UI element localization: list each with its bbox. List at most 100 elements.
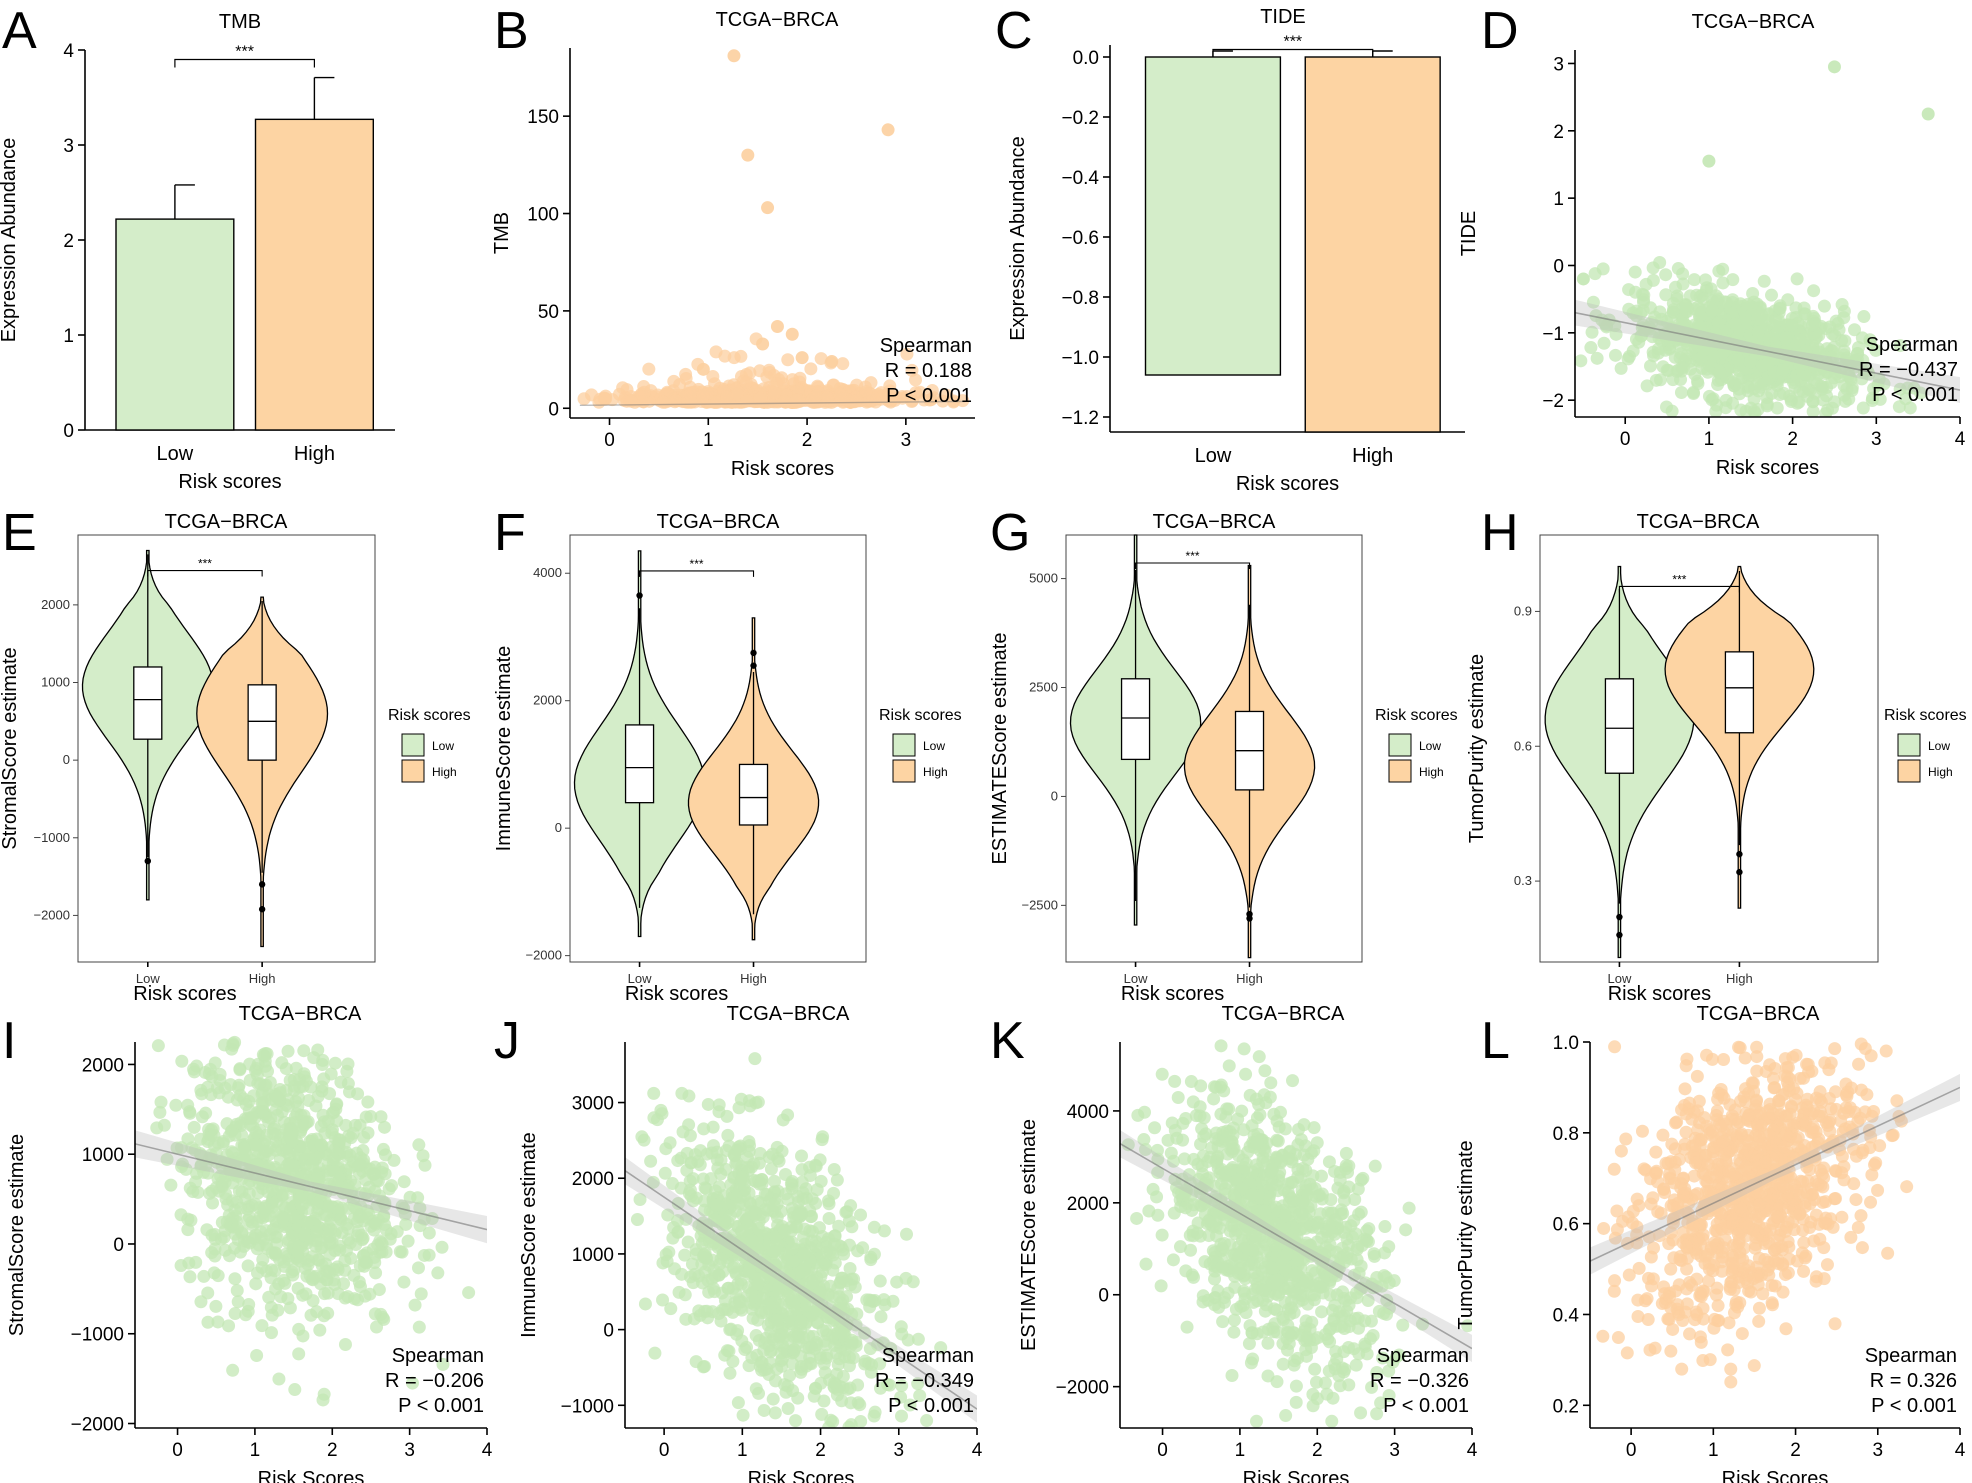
legend-label-low: Low bbox=[1419, 739, 1441, 753]
data-point bbox=[1903, 401, 1917, 415]
data-point bbox=[781, 1108, 795, 1122]
panel-c: C TIDE0.0−0.2−0.4−0.6−0.8−1.0−1.2Expressi… bbox=[995, 2, 1465, 495]
data-point bbox=[1674, 364, 1688, 378]
data-point bbox=[338, 1254, 352, 1268]
data-point bbox=[241, 1259, 255, 1273]
data-point bbox=[1762, 354, 1776, 368]
data-point bbox=[864, 1250, 878, 1264]
y-tick-label: −2500 bbox=[1021, 897, 1058, 912]
panel-label: J bbox=[494, 1012, 520, 1070]
data-point bbox=[363, 1287, 377, 1301]
data-point bbox=[338, 1136, 352, 1150]
data-point bbox=[698, 1181, 712, 1195]
data-point bbox=[1321, 1206, 1335, 1220]
data-point bbox=[1208, 1179, 1222, 1193]
data-point bbox=[1797, 301, 1811, 315]
data-point bbox=[309, 1239, 323, 1253]
data-point bbox=[189, 1255, 203, 1269]
data-point bbox=[1871, 378, 1885, 392]
data-point bbox=[775, 1352, 789, 1366]
box bbox=[624, 724, 655, 804]
chart-title: TCGA−BRCA bbox=[1637, 511, 1760, 533]
data-point bbox=[1245, 1119, 1259, 1133]
legend-label-high: High bbox=[923, 765, 948, 779]
data-point bbox=[1370, 1365, 1384, 1379]
stat-p: P < 0.001 bbox=[1383, 1395, 1469, 1417]
data-point bbox=[777, 1330, 791, 1344]
data-point bbox=[794, 1349, 808, 1363]
data-point bbox=[1177, 1152, 1191, 1166]
x-tick-label: Low bbox=[1195, 445, 1232, 467]
data-point bbox=[1361, 1293, 1375, 1307]
data-point bbox=[821, 1194, 835, 1208]
data-point bbox=[249, 1277, 263, 1291]
data-point bbox=[263, 1140, 277, 1154]
data-point bbox=[1139, 1257, 1153, 1271]
data-point bbox=[276, 1211, 290, 1225]
data-point bbox=[1239, 1067, 1253, 1081]
data-point bbox=[341, 1077, 355, 1091]
data-point bbox=[314, 1138, 328, 1152]
data-point bbox=[1324, 1322, 1338, 1336]
data-point bbox=[234, 1116, 248, 1130]
data-point bbox=[414, 1287, 428, 1301]
data-point bbox=[714, 1153, 728, 1167]
legend-label-low: Low bbox=[923, 739, 945, 753]
data-point bbox=[1622, 302, 1636, 316]
data-point bbox=[1337, 1309, 1351, 1323]
data-point bbox=[584, 388, 598, 402]
data-point bbox=[1246, 1352, 1260, 1366]
data-point bbox=[1596, 262, 1610, 276]
data-point bbox=[1197, 1111, 1211, 1125]
y-tick-label: 4000 bbox=[1067, 1102, 1109, 1123]
data-point bbox=[413, 1219, 427, 1233]
panel-label: E bbox=[2, 504, 37, 562]
x-axis-label: Risk scores bbox=[1121, 983, 1224, 1005]
y-tick-label: 3000 bbox=[572, 1094, 614, 1115]
data-point bbox=[742, 1359, 756, 1373]
data-point bbox=[1597, 336, 1611, 350]
data-point bbox=[1733, 387, 1747, 401]
data-point bbox=[806, 1329, 820, 1343]
data-point bbox=[805, 1234, 819, 1248]
data-point bbox=[1584, 341, 1598, 355]
data-point bbox=[1784, 395, 1798, 409]
data-point bbox=[1309, 1375, 1323, 1389]
data-point bbox=[1258, 1244, 1272, 1258]
data-point bbox=[1232, 1149, 1246, 1163]
data-point bbox=[1636, 295, 1650, 309]
legend-swatch-low bbox=[1897, 733, 1921, 757]
significance-bracket bbox=[1135, 562, 1251, 569]
outlier-point bbox=[1616, 931, 1623, 939]
data-point bbox=[1719, 295, 1733, 309]
y-axis-label: ImmuneScore estimate bbox=[493, 646, 515, 852]
data-point bbox=[1291, 1138, 1305, 1152]
legend-title: Risk scores bbox=[879, 707, 962, 724]
significance-bracket bbox=[1618, 585, 1740, 593]
data-point bbox=[330, 1114, 344, 1128]
data-point bbox=[231, 1295, 245, 1309]
data-point bbox=[1220, 1124, 1234, 1138]
y-tick-label: 0.9 bbox=[1514, 603, 1532, 618]
data-point bbox=[1279, 1209, 1293, 1223]
data-point bbox=[1775, 348, 1789, 362]
data-point bbox=[291, 1091, 305, 1105]
data-point bbox=[900, 347, 914, 361]
data-point bbox=[405, 1376, 419, 1390]
data-point bbox=[271, 1303, 285, 1317]
legend-title: Risk scores bbox=[1375, 707, 1458, 724]
y-tick-label: −2 bbox=[1542, 391, 1564, 412]
data-point bbox=[741, 148, 755, 162]
data-point bbox=[1233, 1261, 1247, 1275]
data-point bbox=[1289, 1379, 1303, 1393]
data-point bbox=[228, 1035, 242, 1049]
data-point bbox=[1337, 1194, 1351, 1208]
data-point bbox=[768, 1406, 782, 1420]
data-point bbox=[1575, 354, 1588, 368]
data-point bbox=[647, 1086, 661, 1100]
data-point bbox=[1280, 1343, 1294, 1357]
data-point bbox=[1329, 1345, 1343, 1359]
stat-method: Spearman bbox=[1377, 1345, 1469, 1367]
